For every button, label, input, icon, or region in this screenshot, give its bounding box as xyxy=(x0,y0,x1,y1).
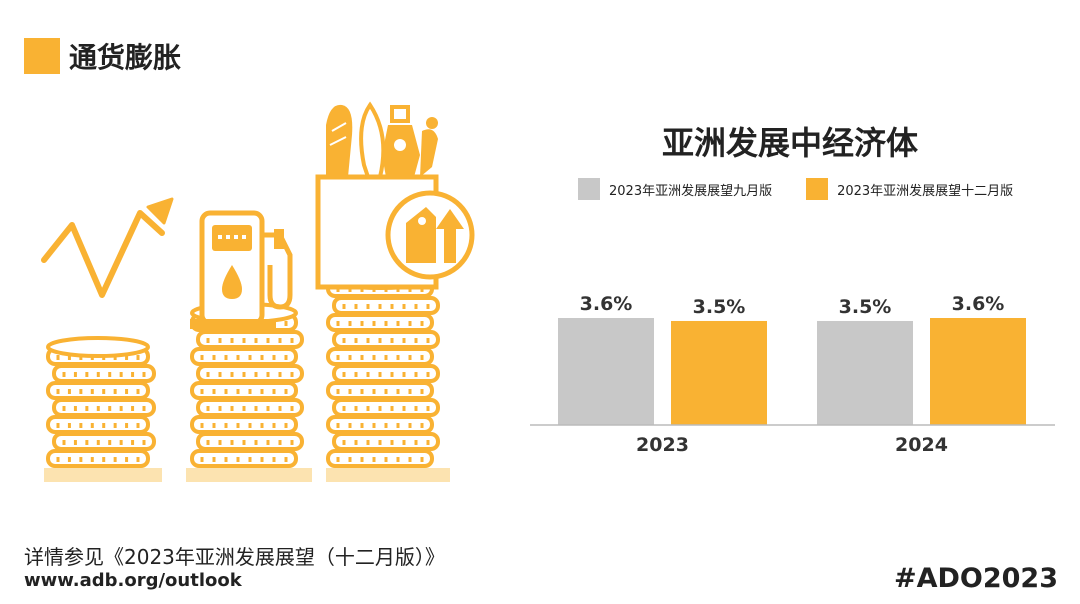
fuel-pump-icon xyxy=(190,210,293,329)
x-tick-label-2024: 2024 xyxy=(895,434,948,456)
chart-title: 亚洲发展中经济体 xyxy=(661,124,918,162)
legend-label-september: 2023年亚洲发展展望九月版 xyxy=(609,183,773,199)
page-title: 通货膨胀 xyxy=(69,41,182,74)
inflation-illustration xyxy=(41,101,475,482)
bar-2023-series-0 xyxy=(558,318,654,425)
footer-note: 详情参见《2023年亚洲发展展望（十二月版）》 xyxy=(24,545,445,569)
header-swatch xyxy=(24,38,60,74)
data-label-2024-series-0: 3.5% xyxy=(839,296,892,318)
legend-label-december: 2023年亚洲发展展望十二月版 xyxy=(837,183,1014,199)
data-label-2024-series-1: 3.6% xyxy=(952,293,1005,315)
trend-arrow-icon xyxy=(41,197,174,308)
footer-url[interactable]: www.adb.org/outlook xyxy=(24,570,242,591)
chart-legend: 2023年亚洲发展展望九月版 2023年亚洲发展展望十二月版 xyxy=(578,178,1047,200)
x-tick-label-2023: 2023 xyxy=(636,434,689,456)
header: 通货膨胀 xyxy=(24,38,181,74)
coin-stack-icon xyxy=(326,268,440,468)
legend-swatch-september xyxy=(578,178,600,200)
bar-2024-series-0 xyxy=(817,320,913,425)
data-label-2023-series-1: 3.5% xyxy=(693,296,746,318)
bar-2023-series-1 xyxy=(671,320,767,425)
legend-item-december: 2023年亚洲发展展望十二月版 xyxy=(806,178,1013,200)
data-label-2023-series-0: 3.6% xyxy=(580,293,633,315)
coin-stack-icon xyxy=(46,336,156,468)
legend-item-september: 2023年亚洲发展展望九月版 xyxy=(578,178,772,200)
price-tag-up-icon xyxy=(385,190,475,280)
footer-hashtag: #ADO2023 xyxy=(893,563,1058,594)
bar-chart: 3.6% 3.5% 2023 3.5% 3.6% 2024 xyxy=(530,293,1055,456)
bar-2024-series-1 xyxy=(930,318,1026,425)
legend-swatch-december xyxy=(806,178,829,200)
